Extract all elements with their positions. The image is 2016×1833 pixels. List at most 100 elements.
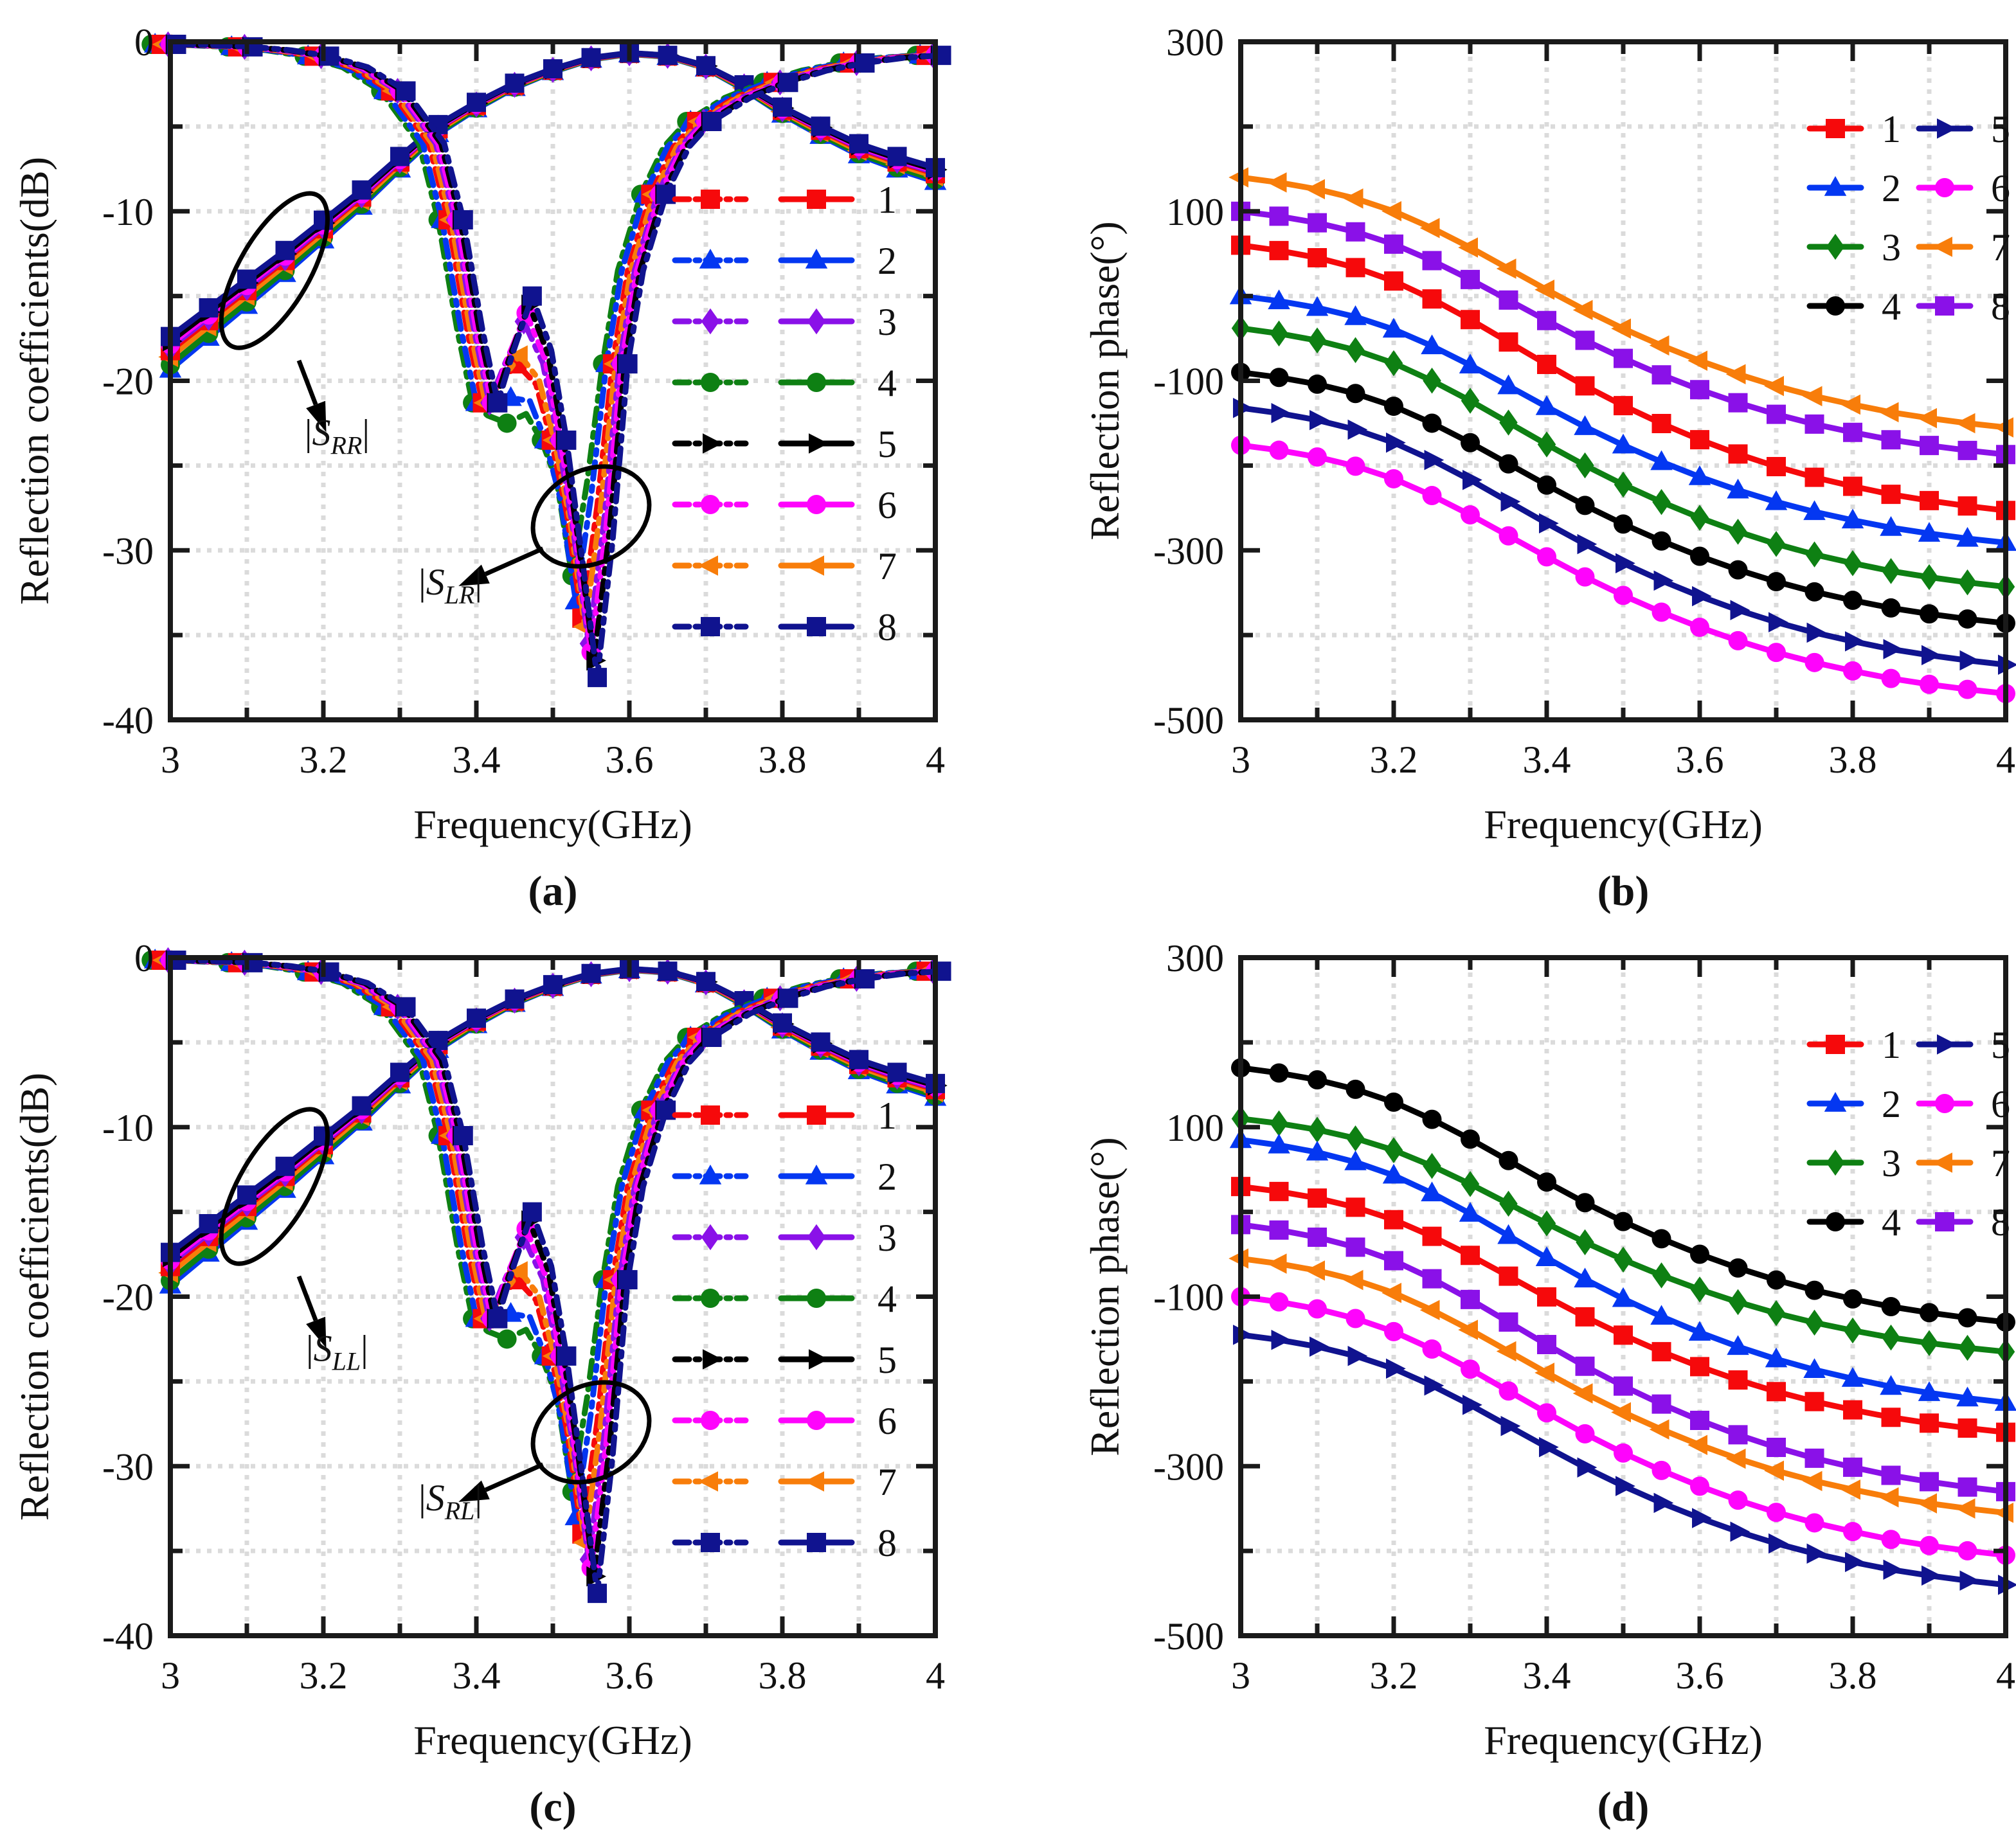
series-solid-8-marker — [696, 56, 716, 76]
legend-label: 2 — [1882, 167, 1901, 210]
annotation-ellipse-icon — [530, 464, 652, 569]
panel-a: 3 3.2 3.4 3.6 3.8 4 0 -10 -20 -30 -40 Reflection co… — [12, 21, 951, 915]
y-tick-label: -10 — [102, 191, 154, 233]
series-dashed-8-marker — [453, 1125, 473, 1145]
x-tick-label: 3.2 — [300, 1654, 348, 1697]
series-phase-5-marker — [1959, 650, 1980, 671]
series-phase-4-marker — [1575, 496, 1595, 515]
y-tick-label: -100 — [1153, 1276, 1224, 1319]
series-dashed-8-marker — [522, 286, 542, 306]
series-phase-8-marker — [1958, 440, 1977, 460]
series-phase-4-marker — [1537, 475, 1556, 495]
series-phase-5-marker — [1883, 1559, 1904, 1580]
annotation-text-subscript: LL — [332, 1347, 361, 1376]
series-solid-8-marker — [773, 97, 792, 117]
series-phase-2-marker — [1650, 450, 1673, 470]
legend-marker — [698, 555, 718, 576]
series-phase-3-marker — [1537, 1210, 1556, 1237]
legend-marker — [804, 1471, 824, 1492]
series-phase-5-marker — [1310, 1336, 1329, 1357]
series-phase-2-marker — [1574, 415, 1596, 435]
series-phase-1-marker — [1843, 476, 1862, 496]
series-phase-5-marker — [1500, 1416, 1521, 1436]
series-phase-7-marker — [1878, 1487, 1899, 1508]
series-phase-2-marker — [1459, 1202, 1482, 1222]
series-phase-5-marker — [1692, 586, 1712, 607]
series-phase-7-marker — [1534, 1363, 1554, 1383]
legend-marker — [703, 433, 723, 454]
series-phase-2-marker — [1727, 1335, 1749, 1355]
legend-label: 4 — [1882, 285, 1901, 328]
series-solid-8-marker — [199, 298, 219, 318]
legend: 1 2 3 4 5 6 7 8 — [672, 179, 897, 648]
series-phase-5-marker — [1271, 403, 1292, 424]
series-phase-6-marker — [1690, 1476, 1709, 1496]
legend-label: 1 — [1882, 108, 1901, 150]
legend-marker — [701, 1224, 720, 1251]
x-axis-label: Frequency(GHz) — [1484, 1717, 1763, 1763]
series-phase-5-marker — [1922, 645, 1941, 666]
annotation-text-pre: | — [305, 412, 312, 454]
legend-marker — [699, 1165, 722, 1185]
legend: 1 5 2 6 3 7 4 8 — [1806, 108, 2010, 328]
legend-marker — [701, 308, 720, 335]
y-tick-label: -500 — [1153, 1615, 1224, 1658]
series-phase-4-marker — [1920, 604, 1939, 624]
series-phase-6-marker — [1346, 1309, 1365, 1328]
x-tick-label: 3.4 — [1523, 1654, 1571, 1697]
x-tick-label: 3.4 — [1523, 738, 1571, 781]
legend-marker — [701, 1105, 720, 1125]
series-group — [141, 31, 951, 688]
annotation-arrowhead-icon — [458, 1480, 490, 1502]
series-solid-8-marker — [543, 975, 562, 995]
series-phase-2-marker — [1880, 516, 1902, 536]
series-phase-6-marker — [1461, 505, 1480, 525]
series-phase-8-marker — [1958, 1477, 1977, 1497]
legend-marker — [807, 190, 826, 209]
annotation-text-symbol: S — [426, 561, 445, 603]
series-phase-7-marker — [1725, 364, 1746, 384]
series-phase-2-marker — [1803, 500, 1826, 521]
series-phase-8-marker — [1652, 1394, 1671, 1414]
annotation-arrow-line — [484, 546, 544, 577]
legend-label: 6 — [1991, 167, 2010, 210]
series-phase-2-marker — [1535, 395, 1558, 415]
y-tick-label: -100 — [1153, 361, 1224, 403]
series-phase-4-marker — [1881, 1297, 1901, 1317]
legend-marker — [699, 249, 722, 269]
series-phase-2-marker — [1421, 334, 1443, 355]
annotation-text-symbol: S — [312, 412, 330, 454]
series-phase-3-marker — [1805, 1309, 1824, 1336]
series-phase-5-marker — [1653, 1492, 1674, 1514]
series-phase-2-marker — [1574, 1267, 1596, 1288]
series-phase-8-marker — [1728, 393, 1748, 413]
series-phase-7-marker — [1343, 188, 1364, 209]
series-solid-8-marker — [849, 134, 869, 154]
y-tick-label: -300 — [1153, 530, 1224, 572]
legend-label: 1 — [878, 179, 897, 221]
series-phase-3-marker — [1346, 1125, 1365, 1152]
series-phase-1-marker — [1690, 430, 1709, 450]
series-phase-1-marker — [1422, 1226, 1442, 1246]
series-phase-4-marker — [1614, 514, 1633, 534]
series-phase-3-marker — [1652, 488, 1671, 515]
series-phase-4-marker — [1614, 1212, 1633, 1231]
series-dashed-8-marker — [656, 1100, 676, 1120]
series-phase-2-marker — [1497, 374, 1520, 395]
legend-marker — [807, 373, 826, 392]
series-phase-2-marker — [1841, 508, 1864, 529]
series-phase-8-marker — [1690, 1410, 1709, 1430]
series-phase-7-marker — [1572, 300, 1593, 321]
series-phase-4-marker — [1269, 368, 1289, 388]
series-phase-8-marker — [1269, 1220, 1289, 1240]
series-phase-6-marker — [1269, 440, 1289, 460]
series-phase-6-marker — [1498, 1381, 1518, 1401]
series-phase-4-marker — [1461, 433, 1480, 452]
series-phase-7-marker — [1305, 179, 1325, 200]
legend-marker — [1826, 119, 1845, 138]
series-phase-7-marker — [1382, 1282, 1401, 1303]
series-phase-5-marker — [1271, 1329, 1292, 1350]
series-dashed-7-marker — [508, 1261, 528, 1282]
y-tick-label: -30 — [102, 530, 154, 572]
series-phase-6-marker — [1575, 567, 1595, 587]
